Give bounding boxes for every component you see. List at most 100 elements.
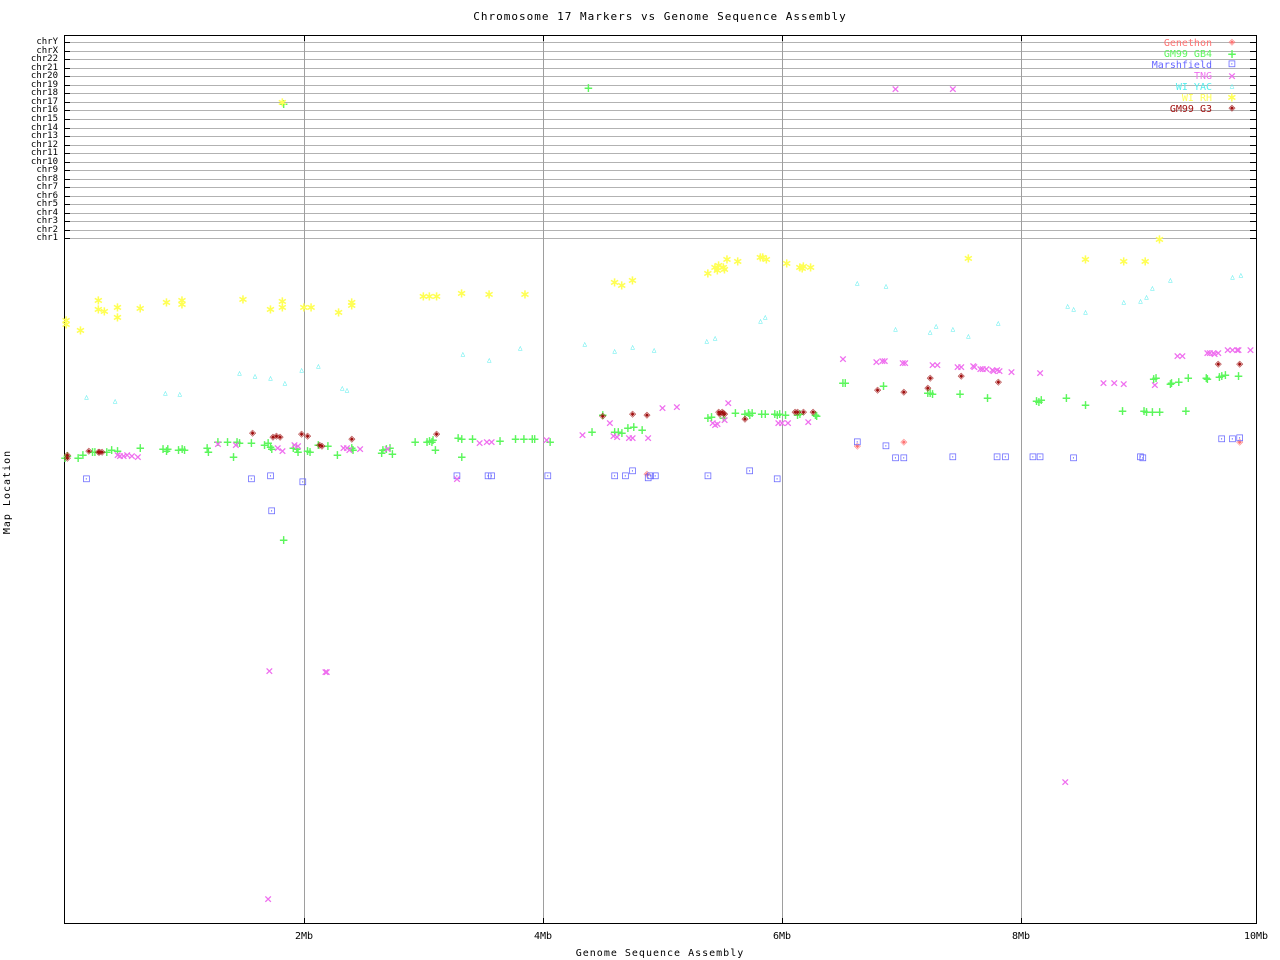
gm99-gb4-point: +: [1233, 369, 1244, 383]
gm99-g3-point: ◈: [794, 407, 801, 418]
y-tickmark-right: [1250, 110, 1256, 112]
chromosome-gridline: [64, 84, 1256, 86]
chromosome-gridline: [64, 187, 1256, 189]
chromosome-gridline: [64, 178, 1256, 180]
wi-rh-point: ∗: [761, 252, 772, 268]
gm99-gb4-point: +: [837, 376, 848, 390]
gm99-g3-point: ◈: [741, 414, 749, 425]
y-tickmark-left: [64, 170, 70, 171]
wi-yac-point: ▵: [712, 333, 718, 344]
gm99-gb4-point: +: [62, 449, 73, 463]
gm99-gb4-point: +: [702, 411, 713, 425]
marshfield-point: ⊡: [267, 506, 276, 517]
gm99-gb4-point: +: [263, 436, 274, 450]
gm99-gb4-point: +: [780, 408, 791, 422]
wi-rh-point: ∗: [112, 300, 124, 316]
gm99-gb4-point: +: [840, 376, 851, 390]
genethon-point: ◈: [853, 441, 861, 452]
wi-yac-point: ▵: [252, 371, 258, 382]
gm99-gb4-point: +: [1214, 370, 1225, 384]
chromosome-tick-label: chr6: [36, 190, 58, 201]
wi-yac-point: ▵: [630, 342, 635, 353]
gm99-gb4-point: +: [376, 446, 387, 460]
wi-rh-point: ∗: [1139, 254, 1151, 270]
wi-rh-point: ∗: [176, 297, 188, 313]
wi-yac-point: ▵: [758, 316, 763, 327]
gm99-gb4-point: +: [774, 407, 785, 421]
mb-gridline: [1021, 35, 1022, 923]
gm99-gb4-point: +: [878, 379, 889, 393]
tng-point: ×: [720, 413, 730, 427]
marshfield-point: ⊡: [853, 437, 862, 448]
genethon-point: ◈: [1236, 437, 1244, 448]
gm99-gb4-point: +: [927, 387, 938, 401]
tng-point: ×: [355, 442, 365, 456]
tng-point: ×: [1006, 365, 1017, 379]
y-tickmark-right: [1250, 144, 1256, 146]
chromosome-gridline: [64, 144, 1256, 146]
marshfield-point: ⊡: [298, 477, 307, 488]
y-tickmark-right: [1250, 238, 1256, 240]
asterisk-icon: ∗: [1226, 90, 1238, 106]
gm99-gb4-point: +: [89, 445, 100, 459]
gm99-gb4-point: +: [456, 432, 467, 446]
gm99-gb4-point: +: [1061, 391, 1072, 405]
y-tickmark-right: [1250, 204, 1256, 206]
marshfield-point: ⊡: [266, 471, 275, 482]
chromosome-gridline: [64, 161, 1256, 163]
y-tickmark-left: [64, 221, 70, 223]
y-axis-label: Map Location: [2, 449, 13, 535]
legend-label-tng: TNG: [1193, 71, 1212, 82]
gm99-gb4-point: +: [494, 434, 505, 448]
gm99-gb4-point: +: [706, 410, 717, 424]
x-tick-label: 8Mb: [1011, 931, 1031, 942]
gm99-gb4-point: +: [291, 442, 302, 456]
chromosome-tick-label: chr21: [30, 62, 58, 73]
chromosome-tick-label: chr7: [36, 182, 58, 193]
tng-point: ×: [968, 359, 978, 373]
gm99-g3-point: ◈: [719, 408, 727, 419]
gm99-g3-point: ◈: [249, 428, 257, 439]
gm99-gb4-point: +: [743, 406, 754, 420]
tng-point: ×: [981, 362, 991, 376]
x-tickmark-bottom: [1021, 918, 1022, 923]
gm99-g3-point: ◈: [348, 434, 356, 445]
y-tickmark-right: [1250, 221, 1256, 223]
wi-rh-point: ∗: [60, 317, 72, 333]
gm99-gb4-point: +: [744, 408, 755, 422]
gm99-gb4-point: +: [583, 81, 594, 95]
y-tickmark-right: [1250, 187, 1256, 189]
mb-gridline: [543, 35, 544, 923]
chromosome-gridline: [64, 212, 1256, 214]
chromosome-gridline: [64, 50, 1256, 52]
tng-point: ×: [1098, 376, 1109, 390]
y-tickmark-right: [1250, 178, 1256, 180]
gm99-gb4-point: +: [453, 431, 464, 445]
gm99-gb4-point: +: [1165, 377, 1176, 391]
gm99-g3-point: ◈: [273, 431, 280, 442]
gm99-gb4-point: +: [234, 436, 245, 450]
wi-yac-point: ▵: [1083, 307, 1088, 318]
gm99-gb4-point: +: [59, 451, 71, 465]
gm99-gb4-point: +: [77, 448, 88, 462]
wi-rh-point: ∗: [298, 300, 310, 316]
wi-yac-point: ▵: [316, 361, 321, 372]
marshfield-point: ⊡: [1136, 452, 1145, 463]
chromosome-gridline: [64, 170, 1256, 171]
chromosome-tick-label: chr14: [30, 122, 58, 133]
chromosome-gridline: [64, 127, 1256, 129]
gm99-gb4-point: +: [730, 406, 741, 420]
tng-point: ×: [672, 400, 682, 414]
gm99-gb4-point: +: [1147, 405, 1158, 419]
wi-rh-point: ∗: [346, 298, 358, 314]
gm99-gb4-point: +: [1031, 394, 1042, 408]
chromosome-tick-label: chr19: [30, 79, 58, 90]
wi-rh-point: ∗: [616, 278, 628, 294]
tng-point: ×: [988, 364, 999, 378]
y-tickmark-left: [64, 195, 70, 197]
wi-yac-point: ▵: [177, 389, 182, 400]
marshfield-point: ⊡: [1035, 452, 1045, 463]
y-tickmark-left: [64, 93, 70, 95]
tng-point: ×: [338, 441, 349, 455]
legend-label-marshfield: Marshfield: [1151, 60, 1212, 71]
